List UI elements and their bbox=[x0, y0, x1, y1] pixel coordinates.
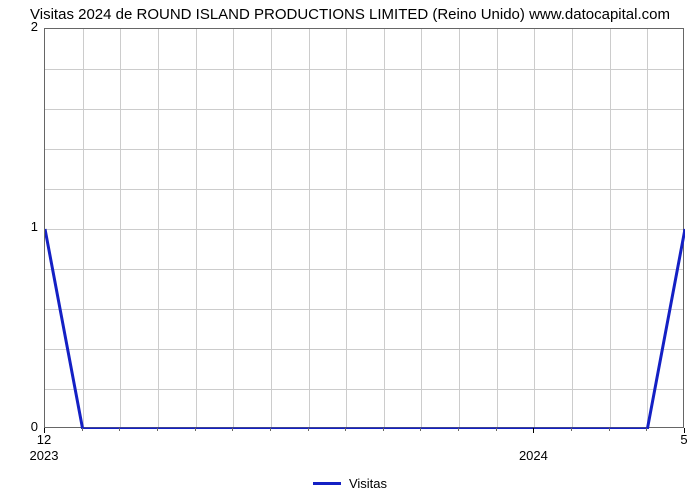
x-tick-mark bbox=[345, 428, 346, 431]
x-tick-sublabel: 2023 bbox=[30, 448, 59, 463]
x-tick-mark bbox=[308, 428, 309, 431]
y-tick-label: 0 bbox=[10, 419, 38, 434]
x-tick-mark bbox=[270, 428, 271, 431]
chart-container: Visitas 2024 de ROUND ISLAND PRODUCTIONS… bbox=[0, 0, 700, 500]
x-tick-mark bbox=[383, 428, 384, 431]
x-tick-mark bbox=[420, 428, 421, 431]
plot-area bbox=[44, 28, 684, 428]
series-line bbox=[45, 29, 685, 429]
x-tick-mark bbox=[458, 428, 459, 431]
legend-swatch bbox=[313, 482, 341, 485]
y-tick-label: 2 bbox=[10, 19, 38, 34]
x-tick-mark bbox=[609, 428, 610, 431]
x-tick-mark bbox=[496, 428, 497, 431]
x-tick-mark bbox=[119, 428, 120, 431]
x-tick-mark bbox=[82, 428, 83, 431]
x-tick-mark bbox=[646, 428, 647, 431]
x-tick-mark bbox=[232, 428, 233, 431]
x-tick-mark bbox=[195, 428, 196, 431]
x-tick-mark bbox=[157, 428, 158, 431]
x-tick-label: 12 bbox=[37, 432, 51, 447]
x-tick-label: 5 bbox=[680, 432, 687, 447]
x-tick-mark bbox=[533, 428, 534, 433]
legend-label: Visitas bbox=[349, 476, 387, 491]
chart-title: Visitas 2024 de ROUND ISLAND PRODUCTIONS… bbox=[0, 6, 700, 23]
legend: Visitas bbox=[0, 476, 700, 491]
y-tick-label: 1 bbox=[10, 219, 38, 234]
x-tick-sublabel: 2024 bbox=[519, 448, 548, 463]
x-tick-mark bbox=[571, 428, 572, 431]
